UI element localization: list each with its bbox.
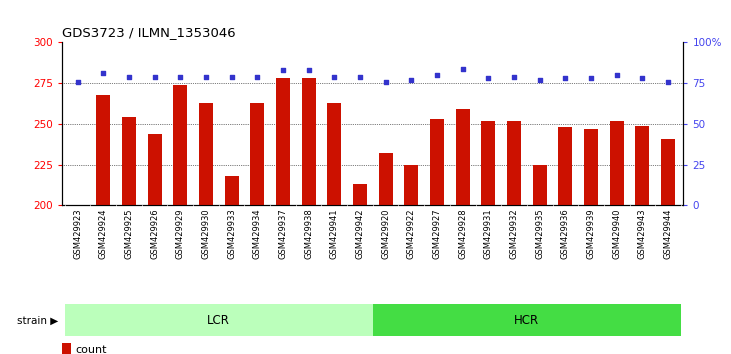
Bar [327, 103, 341, 205]
Text: GSM429932: GSM429932 [510, 208, 518, 259]
Text: GSM429939: GSM429939 [586, 208, 596, 259]
Bar [224, 176, 238, 205]
Text: GSM429933: GSM429933 [227, 208, 236, 259]
Bar [122, 118, 136, 205]
Bar [96, 95, 110, 205]
Bar [373, 304, 681, 336]
Bar [353, 184, 367, 205]
Bar [481, 121, 496, 205]
Point [637, 75, 648, 81]
Text: count: count [75, 345, 107, 354]
Text: GSM429936: GSM429936 [561, 208, 570, 259]
Point [482, 75, 494, 81]
Bar [455, 109, 470, 205]
Text: strain ▶: strain ▶ [18, 315, 58, 325]
Point [277, 67, 289, 73]
Bar [661, 138, 675, 205]
Text: GSM429937: GSM429937 [279, 208, 287, 259]
Bar [507, 121, 521, 205]
Bar [65, 304, 373, 336]
Text: GSM429923: GSM429923 [73, 208, 82, 259]
Bar [610, 121, 624, 205]
Point [559, 75, 571, 81]
Point [303, 67, 314, 73]
Bar [558, 127, 572, 205]
Point [175, 74, 186, 80]
Point [611, 72, 623, 78]
Point [328, 74, 340, 80]
Text: GSM429934: GSM429934 [253, 208, 262, 259]
Text: GSM429930: GSM429930 [202, 208, 211, 259]
Point [586, 75, 597, 81]
Point [200, 74, 212, 80]
Text: GSM429927: GSM429927 [433, 208, 442, 259]
Text: GSM429940: GSM429940 [613, 208, 621, 259]
Bar [533, 165, 547, 205]
Text: GSM429928: GSM429928 [458, 208, 467, 259]
Point [97, 70, 109, 76]
Bar [635, 126, 649, 205]
Text: GSM429942: GSM429942 [355, 208, 365, 259]
Text: GSM429931: GSM429931 [484, 208, 493, 259]
Bar [173, 85, 187, 205]
Point [380, 79, 392, 84]
Bar [199, 103, 213, 205]
Text: HCR: HCR [515, 314, 539, 327]
Point [123, 74, 135, 80]
Text: GSM429935: GSM429935 [535, 208, 544, 259]
Text: GSM429924: GSM429924 [99, 208, 107, 259]
Bar [302, 78, 316, 205]
Point [72, 79, 83, 84]
Text: GSM429944: GSM429944 [664, 208, 673, 259]
Text: GSM429941: GSM429941 [330, 208, 338, 259]
Point [457, 66, 469, 72]
Text: GSM429943: GSM429943 [638, 208, 647, 259]
Bar [62, 343, 72, 354]
Point [662, 79, 674, 84]
Text: GDS3723 / ILMN_1353046: GDS3723 / ILMN_1353046 [62, 26, 236, 39]
Point [354, 74, 366, 80]
Text: GSM429920: GSM429920 [381, 208, 390, 259]
Point [534, 77, 545, 83]
Bar [584, 129, 598, 205]
Bar [379, 153, 393, 205]
Bar [404, 165, 418, 205]
Point [431, 72, 443, 78]
Text: LCR: LCR [208, 314, 230, 327]
Point [406, 77, 417, 83]
Text: GSM429929: GSM429929 [175, 208, 185, 259]
Text: GSM429925: GSM429925 [124, 208, 133, 259]
Point [508, 74, 520, 80]
Point [226, 74, 238, 80]
Text: GSM429926: GSM429926 [150, 208, 159, 259]
Text: GSM429938: GSM429938 [304, 208, 313, 259]
Bar [430, 119, 444, 205]
Text: GSM429922: GSM429922 [407, 208, 416, 259]
Bar [276, 78, 290, 205]
Point [251, 74, 263, 80]
Bar [250, 103, 265, 205]
Bar [148, 134, 162, 205]
Point [148, 74, 160, 80]
